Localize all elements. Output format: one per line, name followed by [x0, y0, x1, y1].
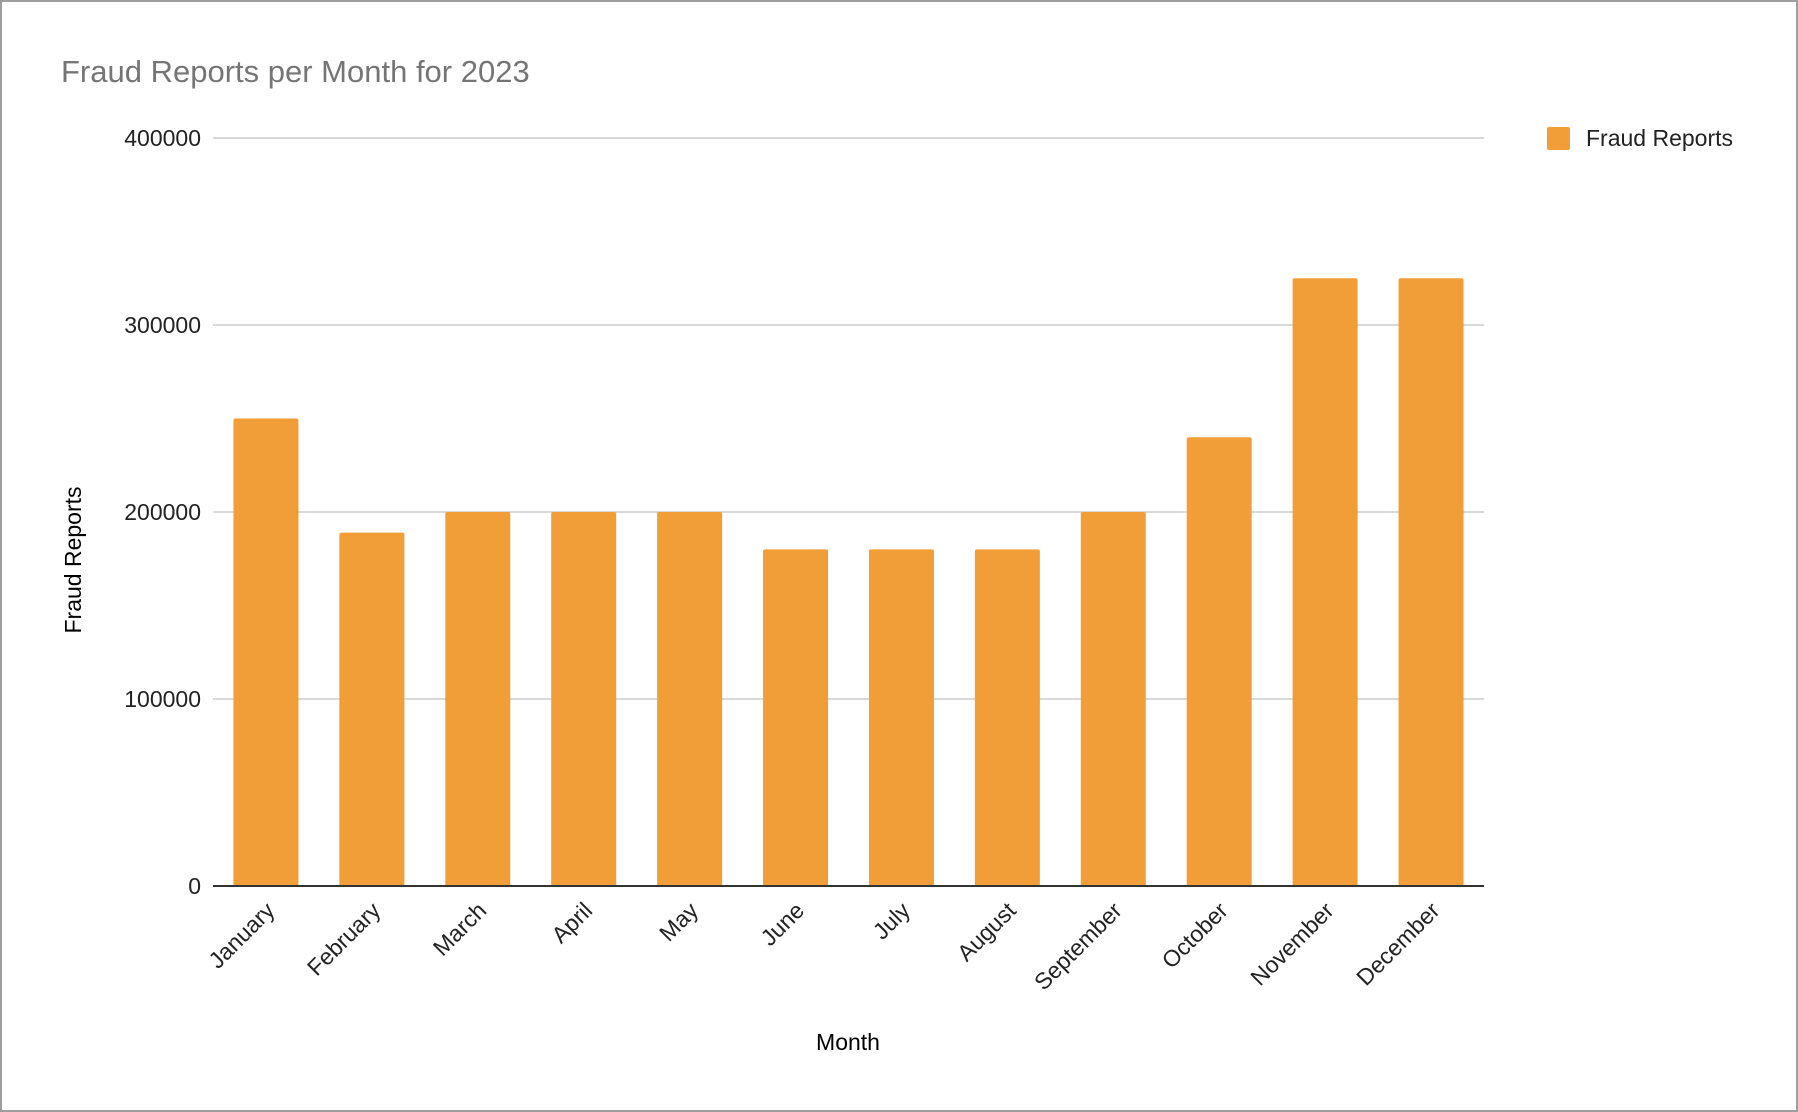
gridlines	[213, 137, 1484, 700]
x-axis-title: Month	[816, 1029, 880, 1055]
bar-october	[1186, 437, 1252, 886]
bars	[233, 278, 1464, 886]
bar-december	[1398, 278, 1464, 886]
bar-september	[1080, 512, 1146, 886]
bar-august	[974, 549, 1040, 886]
y-tick-label: 100000	[124, 686, 201, 712]
chart-title: Fraud Reports per Month for 2023	[61, 54, 530, 89]
bar-may	[657, 512, 723, 886]
bar-july	[868, 549, 934, 886]
legend-swatch	[1547, 127, 1570, 150]
bar-march	[445, 512, 511, 886]
legend-label: Fraud Reports	[1586, 125, 1733, 151]
bar-april	[551, 512, 617, 886]
bar-february	[339, 532, 405, 886]
y-axis-ticks: 0 100000 200000 300000 400000	[124, 125, 201, 899]
y-tick-label: 0	[188, 873, 201, 899]
y-axis-title: Fraud Reports	[60, 486, 86, 633]
bar-november	[1292, 278, 1358, 886]
legend: Fraud Reports	[1547, 125, 1733, 151]
bar-january	[233, 418, 299, 886]
y-tick-label: 400000	[124, 125, 201, 151]
y-tick-label: 300000	[124, 312, 201, 338]
bar-june	[763, 549, 829, 886]
y-tick-label: 200000	[124, 499, 201, 525]
